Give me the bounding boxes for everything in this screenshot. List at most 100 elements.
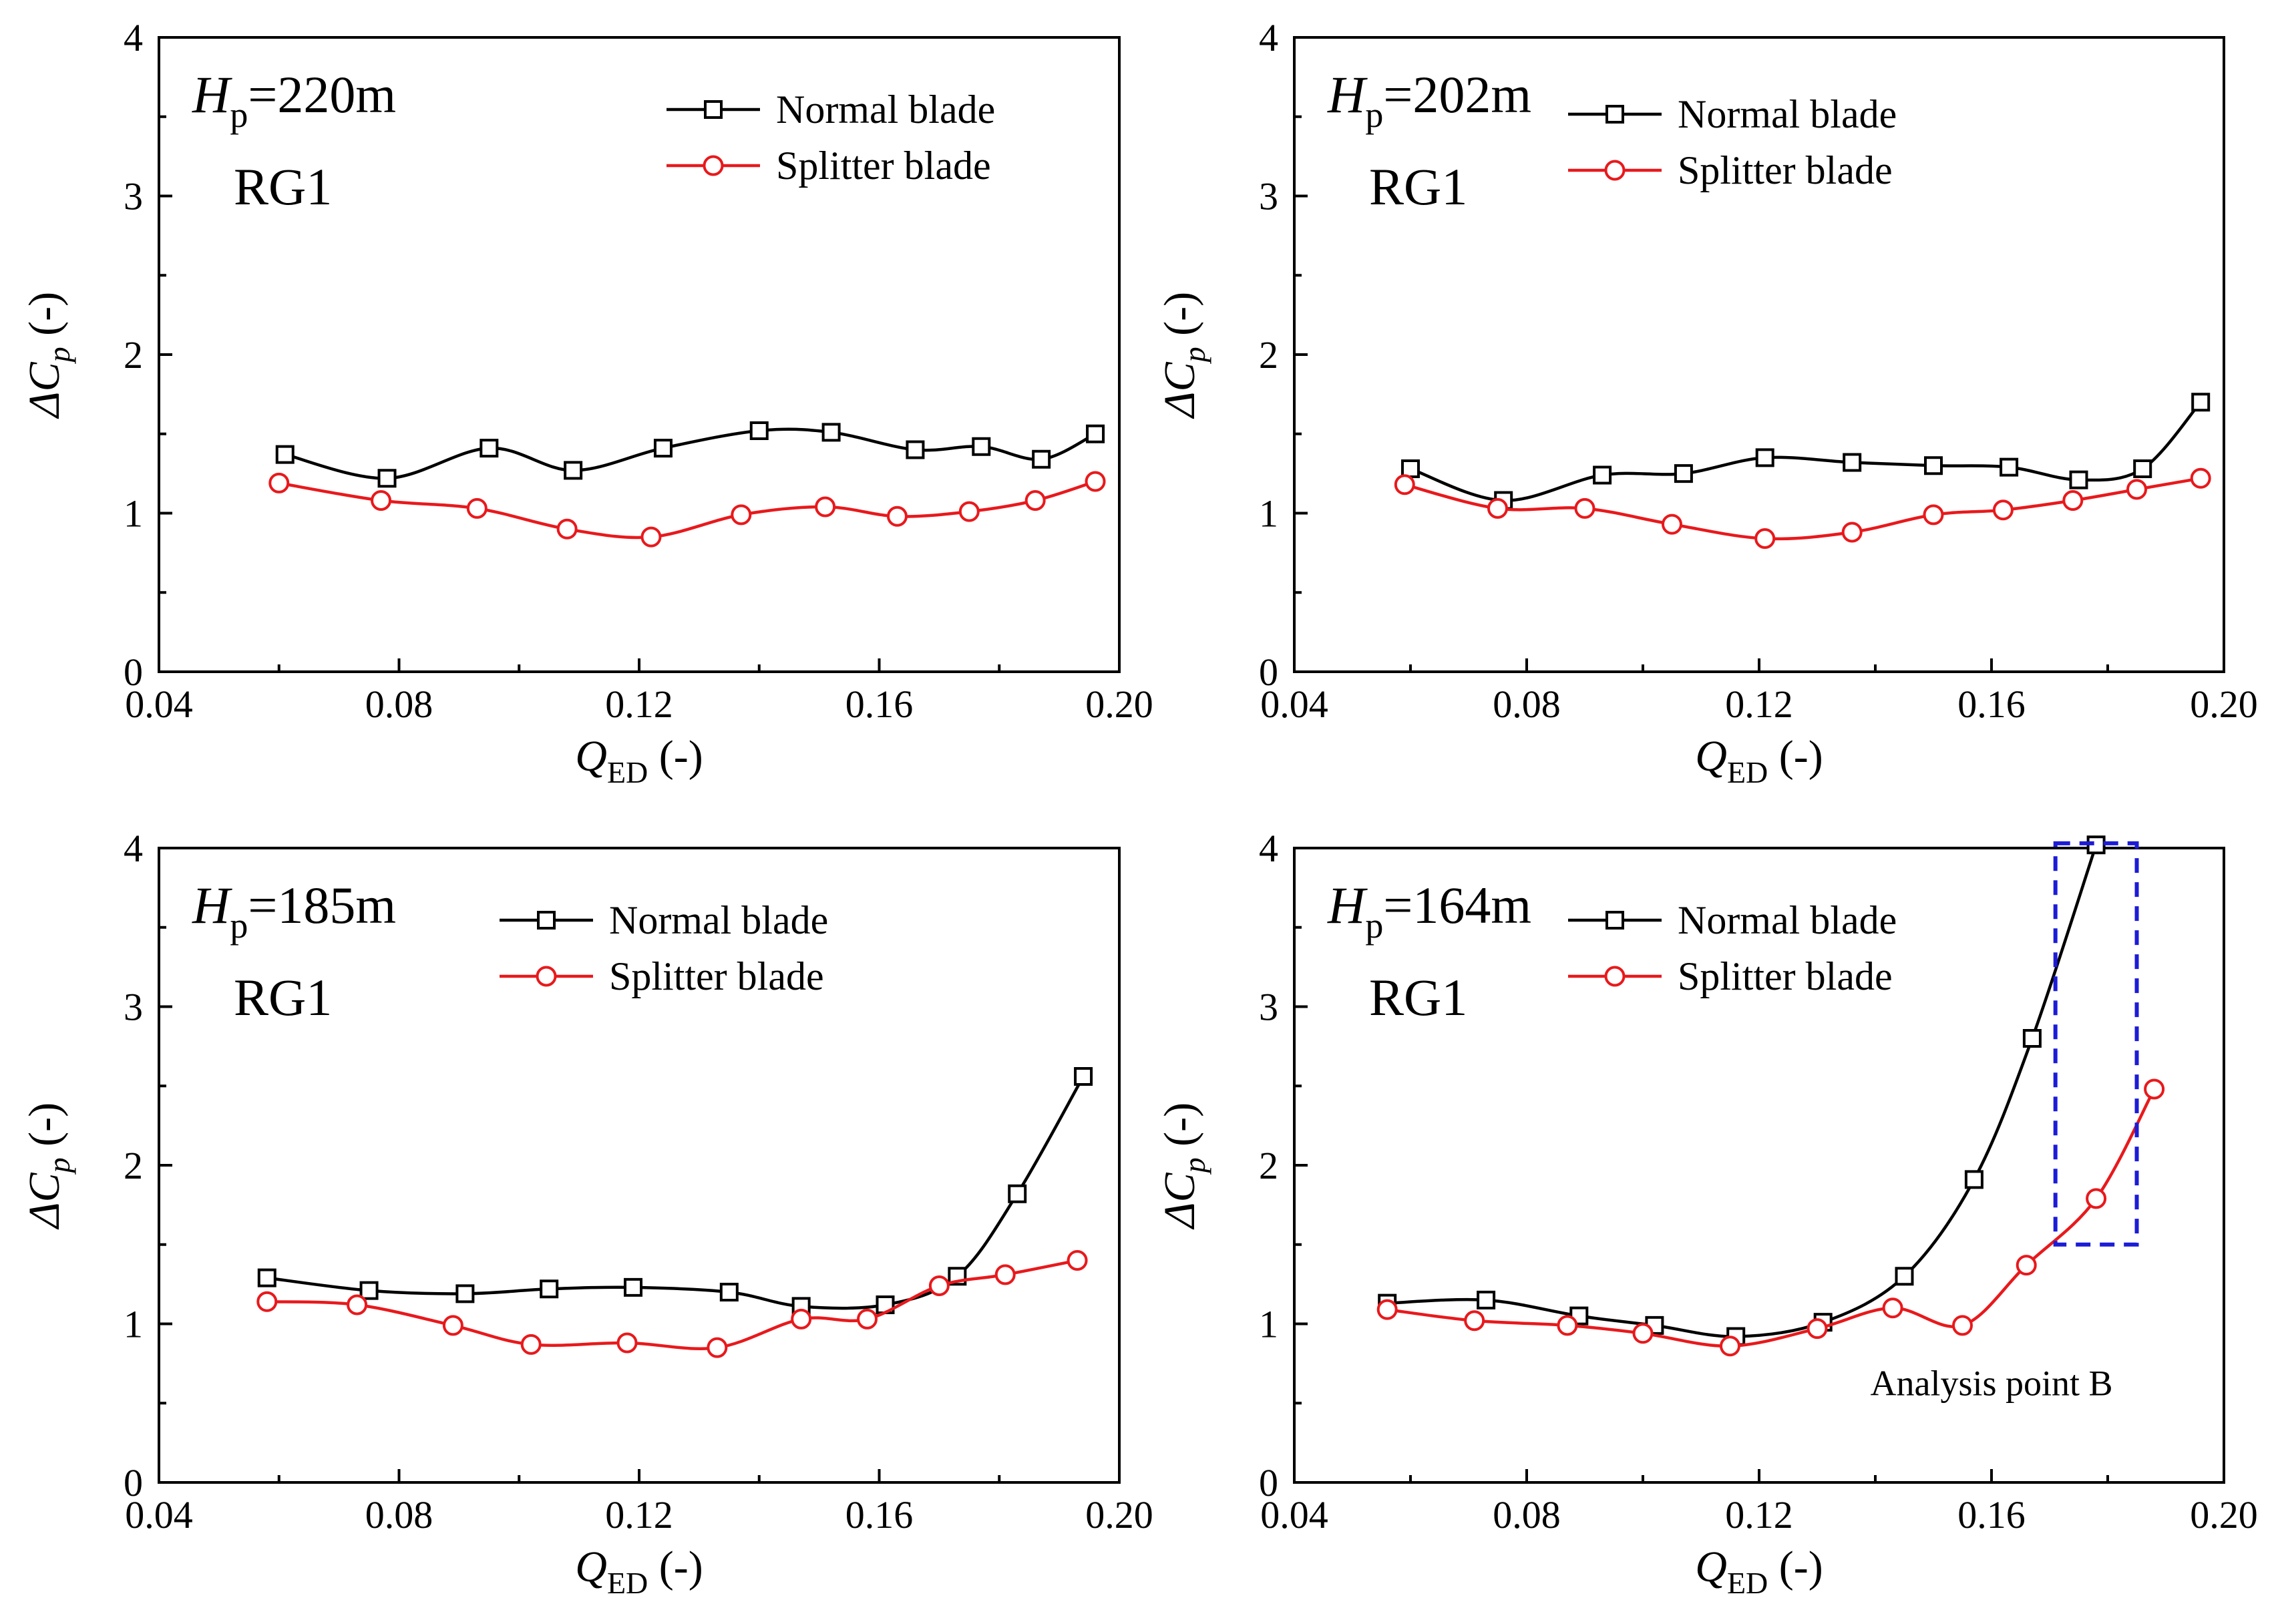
group-label: RG1 [234, 968, 332, 1026]
legend-marker [536, 966, 557, 987]
data-point-normal [1008, 1184, 1027, 1203]
data-point-normal [719, 1283, 739, 1301]
head-annotation: Hp=220m [192, 65, 396, 135]
data-point-splitter [556, 518, 578, 540]
x-tick-label: 0.12 [605, 1493, 673, 1537]
x-tick-label: 0.12 [1725, 682, 1793, 726]
y-tick-label: 1 [1259, 492, 1278, 536]
data-point-normal [1074, 1067, 1093, 1086]
x-tick-label: 0.12 [605, 682, 673, 726]
data-point-splitter [268, 472, 290, 493]
y-tick-label: 3 [124, 175, 143, 218]
data-point-splitter [1394, 474, 1415, 495]
data-point-splitter [1085, 471, 1106, 492]
data-point-normal [624, 1277, 643, 1297]
legend-marker [703, 155, 724, 176]
y-tick-label: 3 [1259, 986, 1278, 1029]
data-point-splitter [2144, 1078, 2165, 1100]
group-label: RG1 [1369, 968, 1467, 1026]
data-point-normal [1477, 1290, 1496, 1309]
data-point-normal [564, 461, 583, 480]
data-point-splitter [2016, 1255, 2037, 1276]
data-point-splitter [1720, 1336, 1740, 1357]
legend-marker [1605, 105, 1624, 124]
series-line-splitter [266, 1259, 1078, 1350]
legend-label: Splitter blade [1678, 148, 1893, 192]
y-tick-label: 4 [124, 827, 143, 870]
data-point-normal [480, 439, 499, 458]
legend-label: Normal blade [1678, 92, 1897, 136]
data-point-splitter [1024, 490, 1046, 511]
legend-label: Splitter blade [776, 144, 991, 188]
x-tick-label: 0.12 [1725, 1493, 1793, 1537]
data-point-normal [2069, 470, 2088, 489]
data-point-splitter [1952, 1315, 1973, 1336]
data-point-splitter [994, 1264, 1016, 1285]
data-point-splitter [1807, 1318, 1828, 1340]
legend-marker [704, 100, 723, 119]
x-axis-title: QED (-) [575, 732, 703, 789]
series-line-normal [1410, 401, 2202, 502]
legend-marker [537, 911, 556, 930]
x-tick-label: 0.20 [2190, 682, 2258, 726]
y-tick-label: 0 [124, 1461, 143, 1504]
data-point-normal [906, 440, 925, 459]
data-point-splitter [1067, 1250, 1088, 1271]
data-point-splitter [2086, 1188, 2107, 1209]
x-tick-label: 0.08 [365, 682, 433, 726]
y-tick-label: 2 [1259, 1144, 1278, 1187]
data-point-normal [1843, 453, 1862, 472]
analysis-point-label: Analysis point B [1870, 1363, 2112, 1403]
y-tick-label: 3 [124, 986, 143, 1029]
x-tick-label: 0.04 [1260, 1493, 1328, 1537]
group-label: RG1 [234, 158, 332, 216]
legend-marker [1605, 911, 1624, 930]
data-point-splitter [442, 1315, 463, 1336]
data-point-normal [821, 423, 841, 442]
y-tick-label: 4 [1259, 827, 1278, 870]
data-point-normal [275, 445, 295, 464]
data-point-normal [455, 1284, 475, 1303]
data-point-splitter [347, 1294, 368, 1315]
y-axis-title: ΔCp (-) [1155, 292, 1211, 419]
data-point-splitter [928, 1275, 950, 1296]
head-annotation: Hp=164m [1327, 876, 1531, 946]
plot-frame [158, 847, 1121, 1484]
data-point-normal [377, 469, 397, 488]
data-point-normal [2000, 457, 2019, 477]
data-point-splitter [466, 497, 488, 519]
data-point-splitter [371, 490, 392, 511]
data-point-splitter [1632, 1323, 1654, 1344]
data-point-splitter [2062, 490, 2084, 511]
data-point-normal [749, 421, 769, 440]
data-point-normal [1593, 465, 1612, 485]
data-point-normal [1895, 1267, 1914, 1286]
legend-marker [1604, 966, 1626, 987]
chart-panel-1: 0.04 0.08 0.12 0.16 0.20 0 1 2 3 4 QED (-) ΔCp (-) H… [20, 16, 1153, 789]
y-tick-label: 2 [124, 333, 143, 377]
data-point-splitter [256, 1291, 278, 1312]
data-point-normal [359, 1281, 379, 1300]
y-tick-label: 4 [124, 16, 143, 59]
data-point-splitter [791, 1308, 812, 1330]
x-tick-label: 0.08 [1493, 682, 1561, 726]
data-point-normal [1755, 448, 1774, 467]
data-point-splitter [520, 1334, 542, 1355]
y-tick-label: 1 [1259, 1303, 1278, 1346]
y-tick-label: 1 [124, 492, 143, 536]
y-tick-label: 0 [1259, 650, 1278, 694]
data-point-splitter [1662, 514, 1682, 535]
data-point-normal [1964, 1170, 1983, 1189]
legend-label: Splitter blade [609, 954, 824, 998]
y-tick-label: 2 [124, 1144, 143, 1187]
x-tick-label: 0.16 [845, 1493, 914, 1537]
data-point-splitter [857, 1308, 878, 1330]
data-point-normal [257, 1268, 276, 1287]
x-tick-label: 0.04 [125, 1493, 193, 1537]
legend-label: Normal blade [609, 898, 828, 942]
chart-panel-2: 0.04 0.08 0.12 0.16 0.20 0 1 2 3 4 QED (-) ΔCp (-) H… [1155, 16, 2258, 789]
legend-label: Normal blade [1678, 898, 1897, 942]
data-point-normal [1924, 456, 1943, 475]
data-point-splitter [1376, 1299, 1398, 1320]
